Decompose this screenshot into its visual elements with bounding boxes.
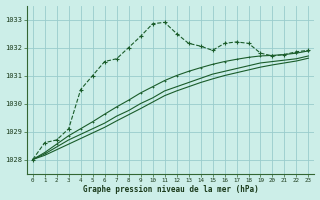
X-axis label: Graphe pression niveau de la mer (hPa): Graphe pression niveau de la mer (hPa) [83,185,259,194]
